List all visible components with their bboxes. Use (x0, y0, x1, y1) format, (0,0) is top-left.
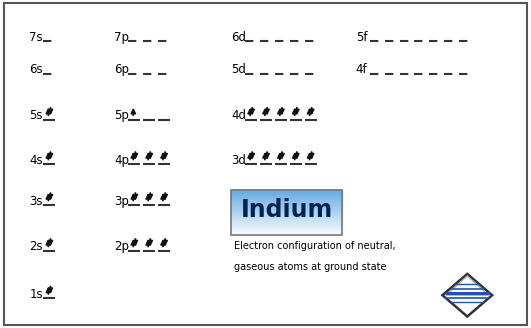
Text: 5d: 5d (231, 63, 246, 76)
Text: 6s: 6s (29, 63, 43, 76)
Text: 7p: 7p (114, 31, 129, 44)
Text: 5p: 5p (114, 109, 129, 122)
Text: 2s: 2s (29, 240, 43, 254)
Text: 6d: 6d (231, 31, 246, 44)
Text: Indium: Indium (241, 198, 333, 222)
Text: 1s: 1s (29, 288, 43, 301)
Text: 3s: 3s (29, 195, 42, 208)
Text: Electron configuration of neutral,: Electron configuration of neutral, (234, 241, 395, 251)
Text: 4f: 4f (356, 63, 367, 76)
Bar (231, 190, 342, 235)
Text: 6p: 6p (114, 63, 129, 76)
Text: 4p: 4p (114, 154, 129, 167)
Text: 5f: 5f (356, 31, 367, 44)
Text: 5s: 5s (29, 109, 42, 122)
Text: gaseous atoms at ground state: gaseous atoms at ground state (234, 262, 386, 272)
Text: 3d: 3d (231, 154, 246, 167)
Text: 4s: 4s (29, 154, 43, 167)
Text: 4d: 4d (231, 109, 246, 122)
Text: 7s: 7s (29, 31, 43, 44)
Text: 2p: 2p (114, 240, 129, 254)
Text: 3p: 3p (114, 195, 129, 208)
